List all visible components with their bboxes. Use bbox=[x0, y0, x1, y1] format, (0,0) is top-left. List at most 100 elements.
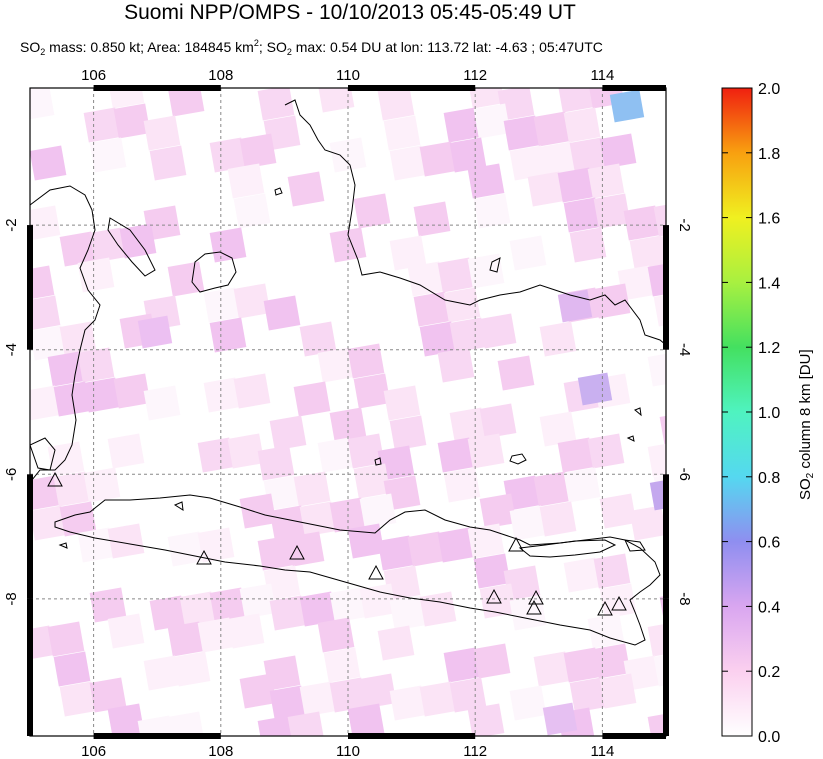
so2-pixel bbox=[539, 321, 577, 357]
so2-pixel bbox=[239, 493, 277, 529]
so2-pixel bbox=[143, 655, 181, 691]
so2-pixel bbox=[419, 321, 457, 357]
so2-pixel bbox=[353, 193, 391, 229]
subtitle-part: max: 0.54 DU at lon: 113.72 lat: -4.63 ;… bbox=[291, 39, 603, 55]
so2-pixel bbox=[209, 227, 247, 263]
so2-pixel bbox=[323, 647, 361, 683]
axis-tick-labels: 106 106 108 108 110 110 112 112 114 114 -2 -2 -4 -4 -6… bbox=[3, 67, 693, 759]
so2-pixel bbox=[377, 535, 415, 571]
so2-pixel bbox=[353, 463, 391, 499]
so2-pixel bbox=[467, 163, 505, 199]
so2-pixel bbox=[77, 257, 115, 293]
so2-pixel bbox=[509, 685, 547, 721]
so2-pixel bbox=[107, 523, 145, 559]
so2-pixel bbox=[389, 235, 427, 271]
so2-pixel-high bbox=[609, 89, 645, 123]
volcano-icon bbox=[486, 588, 502, 604]
so2-pixel bbox=[539, 411, 577, 447]
so2-pixel bbox=[203, 377, 241, 413]
so2-pixel bbox=[59, 231, 97, 267]
so2-pixel bbox=[257, 535, 295, 571]
frame-band-left bbox=[27, 474, 33, 599]
graticule bbox=[30, 88, 666, 736]
so2-pixel bbox=[443, 467, 481, 503]
colorbar-tick-label: 0.6 bbox=[758, 535, 780, 552]
sumatra-coastline bbox=[30, 185, 101, 491]
so2-pixel bbox=[209, 137, 247, 173]
so2-pixel bbox=[167, 531, 205, 567]
so2-pixel bbox=[59, 321, 97, 357]
so2-pixel bbox=[647, 351, 666, 387]
subtitle-subscript: 2 bbox=[286, 47, 292, 57]
so2-pixel bbox=[269, 685, 307, 721]
subtitle-part: SO bbox=[20, 39, 41, 55]
so2-pixel bbox=[269, 595, 307, 631]
so2-pixel bbox=[509, 145, 547, 181]
so2-pixel bbox=[239, 673, 277, 709]
so2-pixel bbox=[617, 265, 655, 301]
so2-pixel bbox=[227, 163, 265, 199]
so2-pixel bbox=[233, 193, 271, 229]
so2-pixel bbox=[389, 595, 427, 631]
coastlines bbox=[30, 99, 666, 646]
so2-pixel bbox=[107, 703, 145, 736]
so2-pixel bbox=[407, 261, 445, 297]
lon-tick-top: 106 bbox=[81, 67, 106, 84]
frame-band-left bbox=[27, 598, 33, 736]
so2-pixel bbox=[467, 523, 505, 559]
so2-pixel bbox=[59, 681, 97, 717]
so2-pixel bbox=[599, 133, 637, 169]
so2-pixel bbox=[419, 591, 457, 627]
so2-pixel bbox=[263, 295, 301, 331]
so2-pixel bbox=[473, 643, 511, 679]
so2-pixel bbox=[533, 471, 571, 507]
volcano-icon bbox=[368, 564, 384, 580]
so2-pixel bbox=[659, 411, 666, 447]
so2-pixel bbox=[623, 205, 661, 241]
so2-pixel bbox=[563, 467, 601, 503]
so2-pixel bbox=[299, 321, 337, 357]
so2-pixel bbox=[287, 711, 325, 736]
so2-pixel bbox=[533, 111, 571, 147]
so2-pixel bbox=[359, 583, 397, 619]
frame-band-top bbox=[602, 85, 666, 91]
so2-pixel bbox=[263, 655, 301, 691]
so2-pixel bbox=[389, 415, 427, 451]
so2-pixel bbox=[587, 433, 625, 469]
bangka-coastline bbox=[107, 217, 156, 277]
so2-pixel bbox=[347, 703, 385, 736]
so2-pixel bbox=[83, 107, 121, 143]
volcano-icon bbox=[526, 599, 542, 615]
so2-pixel bbox=[293, 381, 331, 417]
lat-tick-right: -6 bbox=[676, 468, 693, 481]
frame-band-bottom bbox=[93, 733, 221, 739]
so2-pixel bbox=[317, 437, 355, 473]
lat-tick-right: -4 bbox=[676, 343, 693, 356]
borneo-coastline bbox=[284, 99, 666, 346]
so2-pixel bbox=[479, 493, 517, 529]
colorbar-tick-label: 0.0 bbox=[758, 729, 780, 746]
so2-pixel bbox=[239, 583, 277, 619]
so2-pixel bbox=[593, 283, 631, 319]
so2-pixel bbox=[30, 385, 61, 421]
volcano-icon bbox=[47, 471, 63, 487]
so2-pixel bbox=[503, 565, 541, 601]
so2-pixel bbox=[473, 103, 511, 139]
so2-pixel bbox=[113, 103, 151, 139]
so2-pixel bbox=[257, 88, 295, 121]
so2-pixel bbox=[587, 163, 625, 199]
so2-pixel bbox=[479, 583, 517, 619]
so2-pixel bbox=[437, 347, 475, 383]
so2-pixel bbox=[47, 351, 85, 387]
so2-pixel bbox=[563, 647, 601, 683]
colorbar-ticks: 0.0 0.2 0.4 0.6 0.8 1.0 1.2 1.4 1.6 1.8 2.0 bbox=[722, 81, 780, 746]
so2-pixel bbox=[569, 137, 607, 173]
map-subtitle: SO2 mass: 0.850 kt; Area: 184845 km2; SO… bbox=[20, 34, 603, 61]
so2-pixel bbox=[89, 587, 127, 623]
so2-pixel bbox=[569, 227, 607, 263]
so2-pixel bbox=[30, 625, 55, 661]
so2-pixel bbox=[179, 591, 217, 627]
so2-pixel-high bbox=[557, 289, 593, 323]
so2-pixel bbox=[383, 565, 421, 601]
